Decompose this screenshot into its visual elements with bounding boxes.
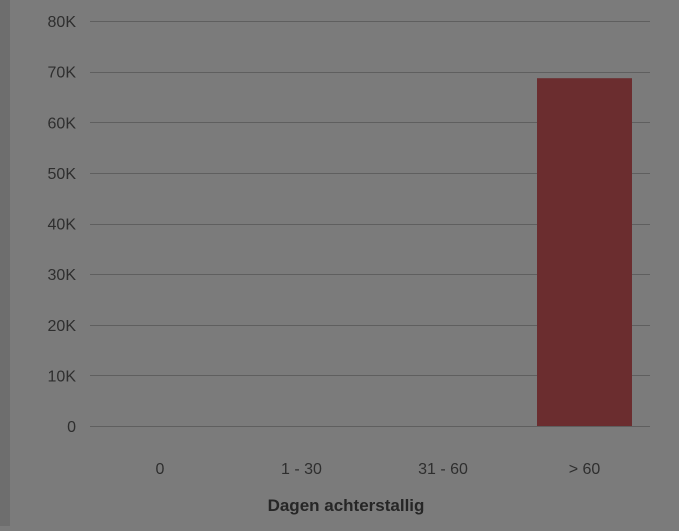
y-tick-label: 10K [48,368,77,385]
x-tick-label: 0 [156,461,165,478]
x-tick-label: 1 - 30 [281,461,322,478]
x-tick-label: 31 - 60 [418,461,468,478]
x-axis-title: Dagen achterstallig [268,496,425,515]
y-tick-label: 70K [48,65,77,82]
y-tick-label: 20K [48,318,77,335]
y-tick-label: 80K [48,14,77,31]
y-tick-label: 50K [48,166,77,183]
x-tick-label: > 60 [569,461,601,478]
left-edge-strip [0,0,10,526]
y-tick-label: 0 [67,419,76,436]
y-tick-label: 30K [48,267,77,284]
x-axis: 0 1 - 30 31 - 60 > 60 [156,461,601,478]
bars [537,78,632,427]
y-axis: 0 10K 20K 30K 40K 50K 60K 70K 80K [48,14,77,436]
y-tick-label: 60K [48,115,77,132]
y-tick-label: 40K [48,217,77,234]
bar[interactable] [537,78,632,427]
